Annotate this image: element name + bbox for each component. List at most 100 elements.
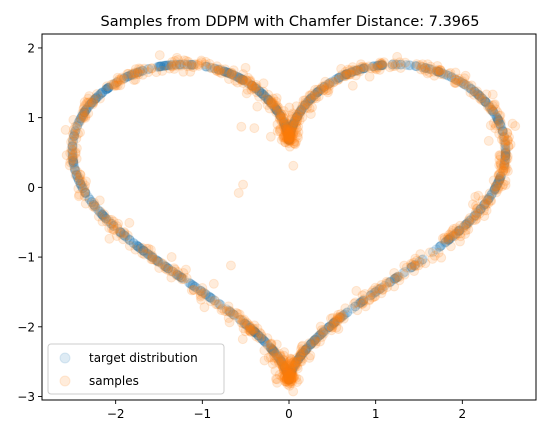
target-point [132, 241, 143, 252]
target-point [284, 371, 295, 382]
sample-point [169, 63, 180, 74]
sample-point [445, 67, 456, 78]
target-point [90, 201, 101, 212]
sample-point [433, 65, 444, 76]
target-point [275, 110, 286, 121]
sample-point [482, 101, 493, 112]
sample-point [237, 77, 248, 88]
target-point [411, 61, 422, 72]
target-point [254, 86, 265, 97]
target-point [455, 76, 466, 87]
target-point [294, 108, 305, 119]
target-point [70, 165, 81, 176]
sample-point [451, 228, 462, 239]
sample-point [266, 343, 277, 354]
target-point [270, 103, 281, 114]
target-point [500, 148, 511, 159]
target-point [152, 61, 163, 72]
sample-point [214, 65, 225, 76]
target-point [151, 255, 162, 266]
sample-point [272, 354, 283, 365]
target-point [284, 134, 295, 145]
target-point [284, 370, 295, 381]
target-point [69, 164, 80, 175]
sample-point [297, 100, 308, 111]
target-point [286, 365, 297, 376]
sample-point [285, 376, 296, 387]
target-point [284, 133, 295, 144]
sample-point [137, 242, 148, 253]
target-point [184, 59, 195, 70]
sample-point [460, 70, 471, 81]
target-point [284, 133, 295, 144]
sample-point [263, 89, 274, 100]
sample-point [68, 129, 79, 140]
target-point [246, 324, 257, 335]
target-point [370, 287, 381, 298]
target-point [443, 234, 454, 245]
sample-point [274, 124, 285, 135]
target-point [286, 365, 297, 376]
sample-point [318, 328, 329, 339]
target-point [72, 120, 83, 131]
target-point [279, 117, 290, 128]
sample-point [147, 252, 158, 263]
sample-point [268, 350, 279, 361]
target-point [220, 66, 231, 77]
sample-point [501, 163, 512, 174]
target-point [470, 87, 481, 98]
sample-point [460, 79, 471, 90]
sample-point [275, 114, 286, 125]
sample-point [476, 92, 487, 103]
sample-point [241, 88, 252, 99]
target-point [163, 263, 174, 274]
target-point [157, 259, 168, 270]
target-point [392, 59, 403, 70]
sample-point [232, 77, 243, 88]
sample-point [292, 115, 303, 126]
target-point [80, 104, 91, 115]
target-point [282, 128, 293, 139]
target-point [390, 273, 401, 284]
target-point [67, 150, 78, 161]
sample-point [495, 158, 506, 169]
sample-point [276, 356, 287, 367]
target-point [336, 71, 347, 82]
sample-point [113, 218, 124, 229]
sample-point [266, 339, 277, 350]
sample-point [280, 374, 291, 385]
sample-point [333, 324, 344, 335]
target-point [289, 359, 300, 370]
target-point [275, 356, 286, 367]
target-point [278, 115, 289, 126]
target-point [195, 285, 206, 296]
sample-point [345, 69, 356, 80]
sample-point [118, 74, 129, 85]
target-point [284, 370, 295, 381]
target-point [330, 74, 341, 85]
sample-point [245, 321, 256, 332]
target-point [460, 80, 471, 91]
sample-point [113, 76, 124, 87]
sample-point [342, 69, 353, 80]
sample-point [276, 113, 287, 124]
target-point [350, 301, 361, 312]
target-point [300, 99, 311, 110]
target-point [494, 118, 505, 129]
sample-point [296, 103, 307, 114]
sample-point [284, 130, 295, 141]
target-point [236, 74, 247, 85]
sample-point [308, 93, 319, 104]
sample-point [500, 154, 511, 165]
sample-point [267, 347, 278, 358]
sample-point [73, 128, 83, 139]
target-point [376, 282, 387, 293]
target-point [373, 60, 384, 71]
target-point [327, 319, 338, 330]
sample-point [139, 63, 150, 74]
target-point [284, 129, 295, 140]
sample-point [292, 363, 303, 374]
sample-point [359, 62, 370, 73]
target-point [387, 59, 398, 70]
target-point [176, 59, 187, 70]
